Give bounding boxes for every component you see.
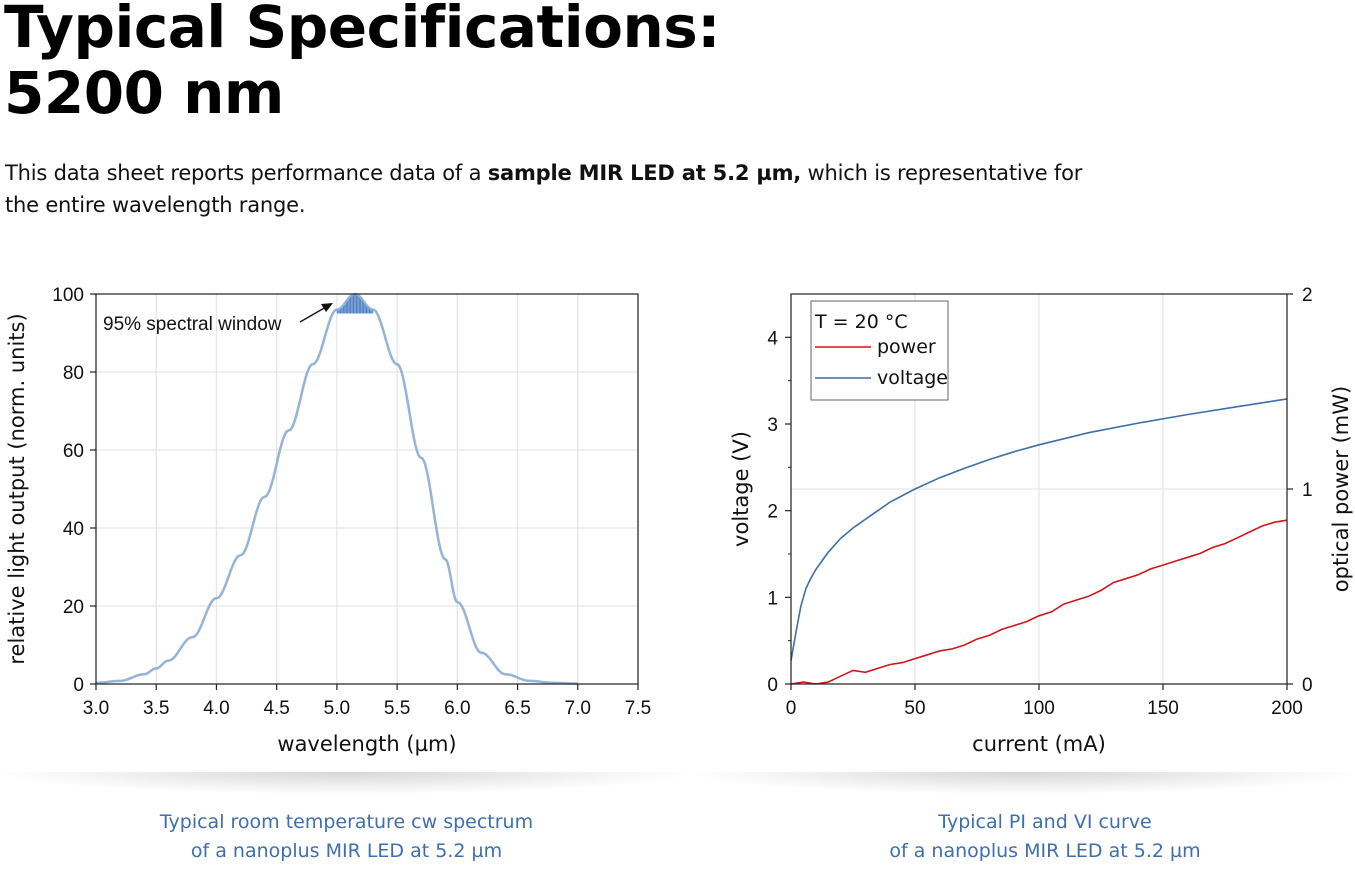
intro-paragraph: This data sheet reports performance data… bbox=[5, 157, 1105, 221]
page-title: Typical Specifications: 5200 nm bbox=[4, 0, 720, 126]
spectral-window-fill bbox=[336, 294, 374, 314]
pivi-y-tick-label-4: 4 bbox=[767, 328, 778, 349]
spectrum-x-tick-label-3: 4.5 bbox=[263, 698, 289, 719]
intro-text-end: which is representative for the entire w… bbox=[5, 161, 1083, 217]
caption-left-line-1: Typical room temperature cw spectrum bbox=[159, 811, 534, 833]
pivi-y-axis-label: voltage (V) bbox=[729, 431, 753, 547]
caption-divider-left bbox=[0, 772, 690, 794]
pivi-y2-axis-label: optical power (mW) bbox=[1329, 386, 1353, 592]
caption-left: Typical room temperature cw spectrum of … bbox=[0, 808, 693, 866]
pivi-x-tick-label-2: 100 bbox=[1023, 698, 1055, 719]
pivi-y2-tick-label-0: 0 bbox=[1302, 675, 1313, 696]
pivi-legend-label-voltage: voltage bbox=[877, 367, 948, 389]
spectrum-x-axis-label: wavelength (µm) bbox=[277, 732, 456, 756]
spectrum-x-tick-label-5: 5.5 bbox=[384, 698, 410, 719]
power-curve bbox=[790, 519, 1288, 685]
pivi-x-tick-label-4: 200 bbox=[1271, 698, 1303, 719]
spectrum-x-tick-label-4: 5.0 bbox=[324, 698, 350, 719]
spectral-window-annotation: 95% spectral window bbox=[103, 314, 282, 335]
pivi-legend-label-power: power bbox=[877, 336, 936, 358]
spectrum-y-tick-label-1: 20 bbox=[63, 597, 84, 618]
page-title-line-1: Typical Specifications: bbox=[4, 0, 720, 61]
spectrum-x-tick-label-2: 4.0 bbox=[203, 698, 229, 719]
pivi-y2-tick-label-2: 2 bbox=[1302, 285, 1313, 306]
spectrum-curve bbox=[96, 292, 578, 685]
annotation-arrow-line bbox=[299, 306, 327, 323]
pivi-legend-box bbox=[810, 300, 949, 401]
pivi-x-tick-label-3: 150 bbox=[1147, 698, 1179, 719]
pivi-y-tick-label-0: 0 bbox=[767, 675, 778, 696]
spectrum-chart: 3.0 3.5 4.0 4.5 5.0 5.5 6.0 6.5 7.0 7.5 0 20 40 60 80 1… bbox=[0, 270, 670, 770]
spectrum-plot-frame bbox=[95, 293, 639, 685]
pivi-y-tick-label-3: 3 bbox=[767, 415, 778, 436]
pivi-y2-tick-label-1: 1 bbox=[1302, 480, 1313, 501]
voltage-curve bbox=[790, 398, 1288, 661]
pivi-legend-title: T = 20 °C bbox=[814, 311, 908, 333]
spectrum-x-tick-label-0: 3.0 bbox=[83, 698, 109, 719]
pi-vi-chart: 0 50 100 150 200 0 1 2 3 4 0 1 2 T = 20 °C power voltag… bbox=[700, 270, 1355, 770]
spectrum-x-tick-label-7: 6.5 bbox=[504, 698, 530, 719]
spectrum-y-tick-label-4: 80 bbox=[63, 363, 84, 384]
spectrum-x-tick-label-8: 7.0 bbox=[565, 698, 591, 719]
pivi-y-tick-label-2: 2 bbox=[767, 502, 778, 523]
spectrum-y-axis-label: relative light output (norm. units) bbox=[5, 313, 29, 664]
spectrum-y-tick-label-5: 100 bbox=[52, 285, 84, 306]
caption-left-line-2: of a nanoplus MIR LED at 5.2 µm bbox=[190, 840, 503, 862]
spectrum-x-tick-label-6: 6.0 bbox=[444, 698, 470, 719]
pivi-x-tick-label-1: 50 bbox=[904, 698, 925, 719]
spectrum-x-tick-label-9: 7.5 bbox=[625, 698, 651, 719]
pivi-x-axis-label: current (mA) bbox=[972, 732, 1106, 756]
spectrum-y-tick-label-2: 40 bbox=[63, 519, 84, 540]
intro-text-bold: sample MIR LED at 5.2 µm, bbox=[487, 161, 802, 185]
caption-right: Typical PI and VI curve of a nanoplus MI… bbox=[700, 808, 1355, 866]
annotation-arrow-head bbox=[321, 303, 333, 312]
caption-divider-right bbox=[690, 772, 1355, 794]
spectrum-y-tick-label-3: 60 bbox=[63, 441, 84, 462]
pivi-y-tick-label-1: 1 bbox=[767, 588, 778, 609]
spectrum-chart-svg: 3.0 3.5 4.0 4.5 5.0 5.5 6.0 6.5 7.0 7.5 0 20 40 60 80 1… bbox=[5, 285, 651, 756]
spectrum-y-tick-label-0: 0 bbox=[73, 675, 84, 696]
pivi-x-tick-label-0: 0 bbox=[786, 698, 797, 719]
intro-text-start: This data sheet reports performance data… bbox=[5, 161, 488, 185]
caption-right-line-1: Typical PI and VI curve bbox=[938, 811, 1152, 833]
caption-right-line-2: of a nanoplus MIR LED at 5.2 µm bbox=[889, 840, 1201, 862]
spectrum-x-tick-label-1: 3.5 bbox=[143, 698, 169, 719]
page-title-line-2: 5200 nm bbox=[4, 59, 284, 127]
